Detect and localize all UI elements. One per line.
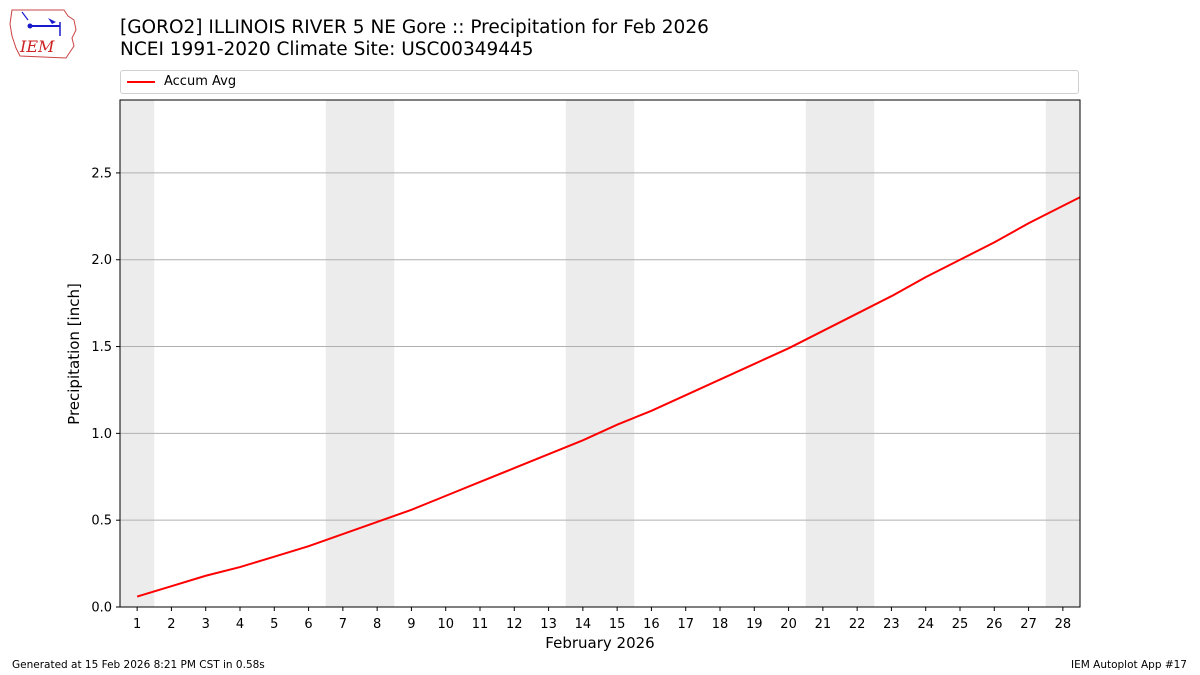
weekend-band <box>325 100 395 607</box>
x-tick-label: 28 <box>1055 617 1072 632</box>
weekend-band <box>1045 100 1080 607</box>
y-tick-label: 2.5 <box>91 166 112 181</box>
plot-frame <box>119 99 1081 608</box>
x-tick-label: 8 <box>373 617 381 632</box>
y-tick-label: 0.5 <box>91 514 112 529</box>
x-tick-label: 26 <box>986 617 1003 632</box>
series-line-accum-avg <box>136 196 1081 598</box>
x-tick-label: 25 <box>952 617 969 632</box>
weekend-band <box>120 100 155 607</box>
y-axis-label: Precipitation [inch] <box>65 283 83 425</box>
x-tick-label: 12 <box>506 617 523 632</box>
legend-swatch-accum-avg <box>127 81 155 83</box>
x-tick-label: 21 <box>815 617 832 632</box>
x-tick-label: 4 <box>236 617 244 632</box>
y-tick-label: 0.0 <box>91 601 112 616</box>
generated-timestamp: Generated at 15 Feb 2026 8:21 PM CST in … <box>12 659 265 671</box>
x-tick-label: 27 <box>1020 617 1037 632</box>
x-axis-label: February 2026 <box>545 634 655 652</box>
x-tick-label: 6 <box>304 617 312 632</box>
title-line-1: [GORO2] ILLINOIS RIVER 5 NE Gore :: Prec… <box>120 17 709 38</box>
app-label: IEM Autoplot App #17 <box>1071 659 1187 671</box>
title-line-2: NCEI 1991-2020 Climate Site: USC00349445 <box>120 39 534 60</box>
x-tick-label: 17 <box>677 617 694 632</box>
x-tick-label: 15 <box>609 617 626 632</box>
x-tick-label: 24 <box>917 617 934 632</box>
iem-logo: IEM <box>8 6 80 60</box>
x-tick-label: 11 <box>472 617 489 632</box>
x-tick-label: 2 <box>167 617 175 632</box>
x-tick-label: 10 <box>437 617 454 632</box>
x-tick-label: 3 <box>202 617 210 632</box>
weekend-band <box>565 100 635 607</box>
y-tick-label: 1.5 <box>91 340 112 355</box>
chart-title: [GORO2] ILLINOIS RIVER 5 NE Gore :: Prec… <box>120 17 709 61</box>
legend-label-accum-avg: Accum Avg <box>164 74 237 89</box>
x-tick-label: 14 <box>575 617 592 632</box>
x-tick-label: 20 <box>780 617 797 632</box>
x-tick-label: 23 <box>883 617 900 632</box>
x-tick-label: 1 <box>133 617 141 632</box>
x-tick-label: 13 <box>540 617 557 632</box>
x-tick-label: 7 <box>339 617 347 632</box>
legend: Accum Avg <box>120 70 1079 94</box>
svg-text:IEM: IEM <box>19 37 55 56</box>
x-tick-label: 18 <box>712 617 729 632</box>
x-tick-label: 5 <box>270 617 278 632</box>
x-tick-label: 9 <box>407 617 415 632</box>
x-tick-label: 22 <box>849 617 866 632</box>
x-tick-label: 16 <box>643 617 660 632</box>
y-tick-label: 1.0 <box>91 427 112 442</box>
y-tick-label: 2.0 <box>91 253 112 268</box>
weekend-band <box>805 100 875 607</box>
x-tick-label: 19 <box>746 617 763 632</box>
